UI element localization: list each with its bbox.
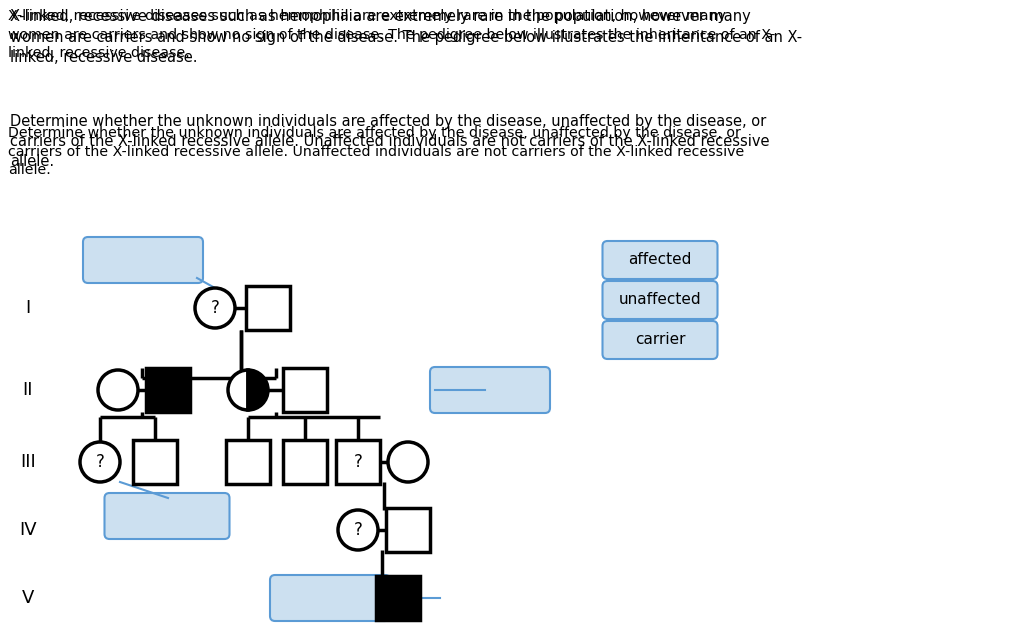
Text: unaffected: unaffected <box>618 293 701 307</box>
Text: III: III <box>20 453 36 471</box>
Bar <box>376 576 420 620</box>
FancyBboxPatch shape <box>83 237 203 283</box>
Text: X-linked, recessive diseases such as hemophilia are extremely rare in the popula: X-linked, recessive diseases such as hem… <box>10 9 803 65</box>
Wedge shape <box>228 370 248 410</box>
Text: V: V <box>22 589 34 607</box>
Text: ?: ? <box>353 521 362 539</box>
Circle shape <box>98 370 138 410</box>
FancyBboxPatch shape <box>270 575 390 621</box>
FancyBboxPatch shape <box>602 321 718 359</box>
FancyBboxPatch shape <box>602 241 718 279</box>
Text: II: II <box>23 381 33 399</box>
Text: X-linked, recessive diseases such as hemophilia are extremely rare in the popula: X-linked, recessive diseases such as hem… <box>8 9 775 61</box>
Text: affected: affected <box>629 252 691 268</box>
Circle shape <box>388 442 428 482</box>
Circle shape <box>338 510 378 550</box>
FancyBboxPatch shape <box>602 281 718 319</box>
Bar <box>386 508 430 552</box>
Wedge shape <box>248 370 268 410</box>
FancyBboxPatch shape <box>104 493 229 539</box>
Bar <box>133 440 177 484</box>
Text: ?: ? <box>211 299 219 317</box>
Circle shape <box>195 288 234 328</box>
Text: carrier: carrier <box>635 333 685 348</box>
FancyBboxPatch shape <box>430 367 550 413</box>
Bar <box>336 440 380 484</box>
Text: ?: ? <box>95 453 104 471</box>
Text: Determine whether the unknown individuals are affected by the disease, unaffecte: Determine whether the unknown individual… <box>10 114 770 169</box>
Text: I: I <box>26 299 31 317</box>
Text: IV: IV <box>19 521 37 539</box>
Bar <box>226 440 270 484</box>
Text: ?: ? <box>353 453 362 471</box>
Text: Determine whether the unknown individuals are affected by the disease, unaffecte: Determine whether the unknown individual… <box>8 126 744 177</box>
Circle shape <box>80 442 120 482</box>
Bar <box>283 368 327 412</box>
Bar <box>246 286 290 330</box>
Bar <box>283 440 327 484</box>
Bar <box>146 368 190 412</box>
